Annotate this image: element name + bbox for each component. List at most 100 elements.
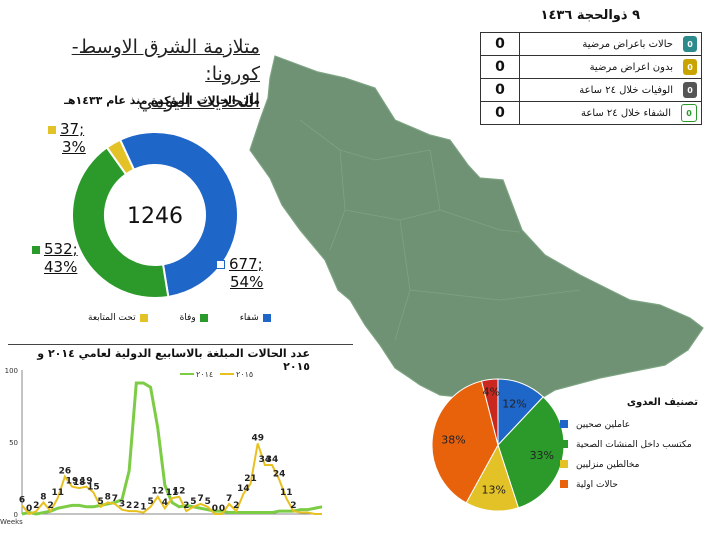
data-label: 8 — [40, 492, 46, 502]
data-label: 12 — [151, 487, 164, 497]
legend-deaths: وفاة — [180, 313, 212, 323]
legend-followup: تحت المتابعة — [88, 313, 152, 323]
data-label: 0 — [212, 504, 218, 514]
data-label: 26 — [59, 467, 72, 477]
donut-slice — [118, 131, 239, 299]
data-label: 24 — [273, 469, 286, 479]
data-label: 12 — [173, 487, 186, 497]
series-line — [21, 381, 323, 516]
status-badge: 0 — [683, 59, 697, 75]
data-label: 3 — [119, 500, 125, 510]
data-label: 5 — [190, 497, 196, 507]
data-label: 11 — [166, 488, 179, 498]
data-label: 7 — [226, 494, 232, 504]
data-label: 7 — [112, 494, 118, 504]
donut-title: مآل الحالات المؤكدة منذ عام ١٤٣٣هـ — [64, 94, 260, 107]
data-label: 49 — [251, 433, 264, 443]
pie-legend-household: مخالطين منزليين — [560, 460, 700, 470]
data-label: 2 — [183, 501, 189, 511]
data-label: 0 — [219, 504, 225, 514]
pie-slice-label: 12% — [502, 397, 526, 410]
y-tick-label: 0 — [14, 511, 18, 519]
pie-legend: عاملين صحيين مكتسب داخل المنشات الصحية م… — [560, 420, 700, 500]
data-label: 4 — [162, 498, 168, 508]
pie-slice — [497, 396, 565, 509]
label-followup: 37; 3% — [48, 120, 86, 156]
pie-slice-label: 4% — [482, 385, 499, 398]
pie-legend-healthcare: عاملين صحيين — [560, 420, 700, 430]
data-label: 0 — [26, 504, 32, 514]
data-label: 1 — [140, 503, 146, 513]
status-badge: 0 — [683, 36, 697, 52]
status-label-cell: 0 حالات باعراض مرضية — [519, 32, 702, 56]
recovered-swatch — [216, 260, 225, 269]
status-label: الوفيات خلال ٢٤ ساعة — [579, 84, 673, 96]
page-title: متلازمة الشرق الاوسط-كورونا: التحديث الي… — [71, 36, 260, 112]
pie-slice — [480, 378, 499, 446]
donut-slice — [71, 146, 170, 299]
status-label: حالات باعراض مرضية — [582, 38, 673, 50]
data-label: 2 — [233, 501, 239, 511]
status-badge: 0 — [681, 104, 697, 122]
line-chart-title: عدد الحالات المبلغة بالاسابيع الدولية لع… — [37, 347, 310, 373]
data-label: 34 — [266, 455, 279, 465]
data-label: 18 — [73, 478, 86, 488]
status-row: 0 0 الشفاء خلال ٢٤ ساعة — [480, 101, 702, 125]
status-value: 0 — [480, 32, 520, 56]
legend-recovered: شفاء — [240, 313, 275, 323]
followup-swatch — [48, 125, 56, 134]
data-label: 11 — [280, 488, 293, 498]
series-line — [21, 443, 322, 516]
pie-slice — [431, 380, 499, 504]
data-label: 2 — [290, 501, 296, 511]
label-deaths: 532; 43% — [32, 240, 78, 276]
data-label: 5 — [97, 497, 103, 507]
deaths-swatch — [32, 245, 40, 254]
donut-legend: شفاء وفاة تحت المتابعة — [88, 313, 275, 323]
data-label: 6 — [19, 495, 25, 505]
data-label: 5 — [147, 497, 153, 507]
data-label: 2 — [133, 501, 139, 511]
pie-slice-label: 33% — [530, 449, 554, 462]
data-label: 21 — [244, 474, 257, 484]
outcome-donut-chart: 1246 — [71, 131, 239, 299]
status-label-cell: 0 الشفاء خلال ٢٤ ساعة — [519, 101, 702, 125]
legend-label: ٢٠١٥ — [236, 370, 253, 379]
data-label: 8 — [105, 492, 111, 502]
data-label: 7 — [197, 494, 203, 504]
pie-title: تصنيف العدوى — [626, 397, 698, 408]
status-value: 0 — [480, 78, 520, 102]
line-chart-divider — [8, 344, 353, 345]
data-label: 14 — [237, 484, 250, 494]
status-table: 0 0حالات باعراض مرضية 0 0بدون اعراض مرضية 0 0… — [480, 32, 702, 125]
data-label: 2 — [47, 501, 53, 511]
status-row: 0 0 حالات باعراض مرضية — [480, 32, 702, 56]
pie-slice-label: 13% — [482, 484, 506, 497]
map-shape — [249, 55, 704, 406]
legend-label: ٢٠١٤ — [196, 370, 213, 379]
y-tick-label: 50 — [9, 439, 18, 447]
data-label: 2 — [126, 501, 132, 511]
data-label: 34 — [259, 455, 272, 465]
status-label: بدون اعراض مرضية — [589, 61, 673, 73]
data-label: 19 — [66, 477, 79, 487]
status-label: الشفاء خلال ٢٤ ساعة — [580, 107, 671, 119]
pie-legend-primary: حالات اولية — [560, 480, 700, 490]
x-axis-label: Weeks — [0, 518, 23, 526]
data-label: 19 — [80, 477, 93, 487]
status-row: 0 0 الوفيات خلال ٢٤ ساعة — [480, 78, 702, 102]
status-value: 0 — [480, 55, 520, 79]
data-label: 2 — [33, 501, 39, 511]
status-badge: 0 — [683, 82, 697, 98]
status-label-cell: 0 الوفيات خلال ٢٤ ساعة — [519, 78, 702, 102]
data-label: 5 — [205, 497, 211, 507]
status-row: 0 0 بدون اعراض مرضية — [480, 55, 702, 79]
status-value: 0 — [480, 101, 520, 125]
report-date: ٩ ذوالحجة ١٤٣٦ — [540, 8, 640, 23]
pie-slice-label: 38% — [441, 433, 465, 446]
data-label: 11 — [51, 488, 64, 498]
pie-legend-hospital: مكتسب داخل المنشات الصحية — [560, 440, 700, 450]
donut-center-total: 1246 — [127, 204, 183, 229]
